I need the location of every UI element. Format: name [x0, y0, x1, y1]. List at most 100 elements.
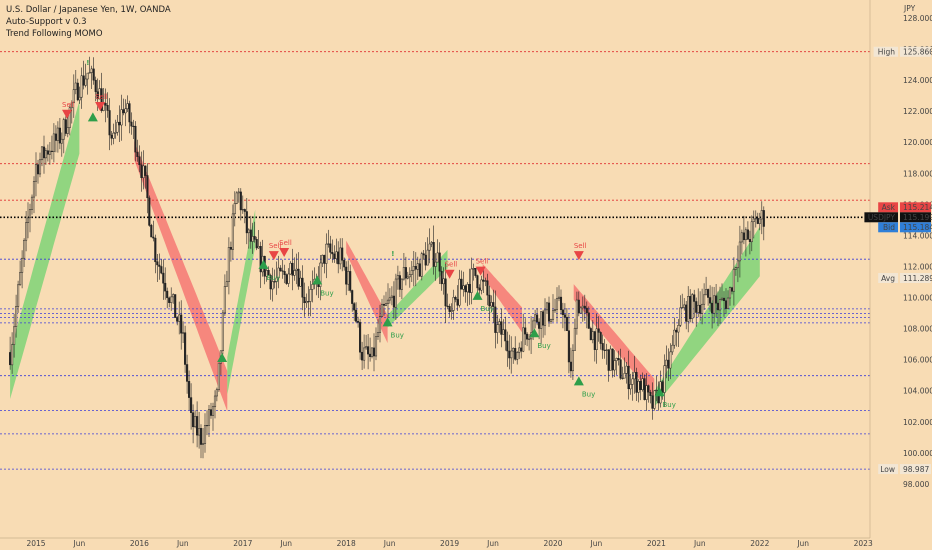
- candle: [500, 308, 503, 348]
- candle-body: [301, 277, 304, 298]
- price-label-value-bg: [900, 46, 931, 57]
- candle: [470, 257, 473, 305]
- sell-signal[interactable]: Sell: [62, 101, 75, 119]
- candle-body: [557, 296, 561, 299]
- candle: [514, 336, 517, 361]
- buy-signal[interactable]: Buy: [312, 275, 334, 297]
- candle-body: [281, 270, 284, 272]
- candle-body: [679, 307, 682, 326]
- candle: [72, 74, 75, 118]
- candle-body: [94, 79, 97, 92]
- candle: [543, 298, 547, 336]
- buy-signal[interactable]: Buy: [654, 387, 676, 409]
- candle: [492, 289, 495, 323]
- candle-body: [734, 267, 737, 270]
- buy-signal[interactable]: [217, 353, 228, 363]
- buy-signal[interactable]: Buy: [573, 376, 595, 398]
- candle-body: [271, 281, 274, 290]
- candle-body: [150, 225, 153, 238]
- candle-body: [724, 300, 728, 309]
- candle-body: [321, 254, 324, 264]
- candle: [571, 344, 574, 380]
- candle: [90, 65, 93, 89]
- candle: [188, 370, 191, 411]
- buy-signal[interactable]: [87, 112, 98, 122]
- candle-body: [649, 391, 652, 396]
- candle: [553, 298, 557, 313]
- price-tick-label: 114.000: [903, 231, 932, 240]
- candle: [74, 70, 77, 95]
- sell-signal[interactable]: Sell: [573, 242, 587, 261]
- buy-signal[interactable]: Buy: [472, 290, 494, 313]
- sell-signal[interactable]: Sell: [475, 258, 489, 276]
- candle: [205, 410, 209, 436]
- candle: [374, 327, 378, 361]
- sell-signal[interactable]: Sell: [268, 242, 282, 261]
- candle-body: [442, 278, 445, 285]
- buy-signal-label: Buy: [391, 331, 404, 339]
- indicator-trend-following-momo[interactable]: Trend Following MOMO: [5, 29, 103, 39]
- buy-signal[interactable]: Buy: [258, 259, 280, 282]
- candle-body: [454, 297, 457, 300]
- time-axis[interactable]: 2015 Jun 2016 Jun 2017 Jun 2018 Jun 2019 Jun 2020 J…: [26, 539, 873, 548]
- support-resistance-levels: [0, 51, 870, 470]
- candle-body: [410, 270, 413, 275]
- candle-body: [46, 150, 49, 155]
- sell-triangle-icon: [475, 266, 486, 276]
- time-tick-label: 2018: [337, 539, 356, 548]
- candle: [241, 195, 244, 214]
- candle-body: [748, 239, 751, 242]
- indicator-auto-support[interactable]: Auto-Support v 0.3: [6, 17, 87, 27]
- buy-signal[interactable]: Buy: [529, 328, 551, 350]
- candle-body: [645, 385, 648, 400]
- candle: [575, 291, 578, 335]
- sell-signal[interactable]: Sell: [279, 239, 292, 258]
- candle-body: [738, 241, 741, 262]
- sell-signal[interactable]: Sell: [444, 261, 458, 279]
- candle-body: [402, 267, 405, 280]
- buy-signal[interactable]: Buy: [382, 317, 404, 339]
- candle-body: [498, 321, 501, 325]
- chart-title: U.S. Dollar / Japanese Yen, 1W, OANDA: [6, 5, 171, 15]
- candle-body: [164, 282, 167, 292]
- price-tick-label: 124.000: [903, 76, 932, 85]
- candle: [707, 288, 710, 306]
- candle-body: [335, 251, 338, 259]
- candle: [538, 318, 541, 340]
- candle-body: [691, 294, 694, 319]
- candle-body: [303, 296, 306, 304]
- candle: [561, 302, 564, 329]
- candle: [633, 355, 636, 394]
- candle: [60, 132, 63, 157]
- candle-body: [464, 285, 467, 293]
- price-label-value: 125.860: [903, 48, 932, 57]
- candle-body: [291, 262, 294, 276]
- candle-body: [697, 304, 700, 313]
- candle-body: [512, 348, 515, 352]
- candle: [545, 301, 549, 314]
- sell-signal[interactable]: Sell: [95, 93, 108, 112]
- candle: [231, 204, 234, 260]
- price-tick-label: 100.000: [903, 449, 932, 458]
- candle: [689, 289, 692, 323]
- candle: [434, 253, 437, 281]
- candle-body: [422, 253, 425, 256]
- candle: [484, 277, 487, 287]
- candle: [48, 142, 51, 165]
- candle: [629, 373, 632, 395]
- price-label-tag-bg: [864, 212, 898, 223]
- candle: [518, 342, 521, 360]
- price-tick-label: 98.000: [903, 480, 929, 489]
- candle-body: [695, 301, 698, 313]
- candle: [679, 295, 682, 327]
- candle-body: [510, 350, 513, 359]
- candle-body: [146, 175, 149, 199]
- candle: [450, 303, 453, 320]
- buy-signal-label: Buy: [481, 305, 494, 313]
- candle-body: [665, 359, 668, 367]
- candle: [341, 238, 344, 272]
- candle-body: [444, 278, 447, 307]
- candle-body: [34, 164, 38, 182]
